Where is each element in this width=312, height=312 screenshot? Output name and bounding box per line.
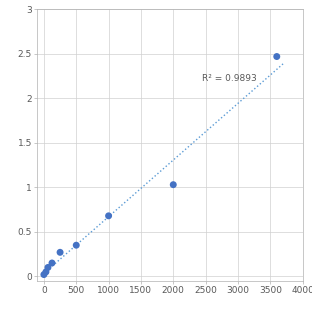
- Point: [41, 272, 46, 277]
- Point: [74, 243, 79, 248]
- Text: R² = 0.9893: R² = 0.9893: [202, 74, 257, 83]
- Point: [50, 261, 55, 266]
- Point: [106, 213, 111, 218]
- Point: [274, 54, 279, 59]
- Point: [58, 250, 63, 255]
- Point: [46, 265, 51, 270]
- Point: [171, 182, 176, 187]
- Point: [43, 269, 48, 274]
